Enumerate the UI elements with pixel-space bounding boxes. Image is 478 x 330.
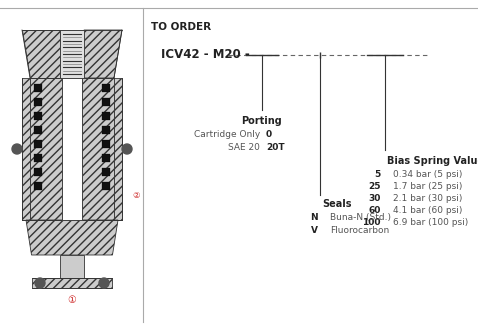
Text: TO ORDER: TO ORDER [152,22,212,32]
Polygon shape [102,98,110,106]
Text: Bias Spring Value*: Bias Spring Value* [387,156,478,166]
Polygon shape [34,154,42,162]
Circle shape [35,278,45,288]
Polygon shape [34,84,42,92]
Polygon shape [30,78,62,220]
Polygon shape [34,168,42,176]
Polygon shape [102,112,110,120]
Text: 2.1 bar (30 psi): 2.1 bar (30 psi) [393,194,462,203]
Polygon shape [60,30,84,78]
Circle shape [99,278,109,288]
Text: 6.9 bar (100 psi): 6.9 bar (100 psi) [393,218,468,227]
Text: 100: 100 [362,218,381,227]
Circle shape [122,144,132,154]
Text: 4.1 bar (60 psi): 4.1 bar (60 psi) [393,206,462,215]
Polygon shape [84,30,122,78]
Text: 1.7 bar (25 psi): 1.7 bar (25 psi) [393,182,462,191]
Polygon shape [62,78,82,220]
Text: Seals: Seals [322,199,351,209]
Text: 0.34 bar (5 psi): 0.34 bar (5 psi) [393,170,462,179]
Polygon shape [102,182,110,190]
Text: ②: ② [132,190,140,200]
Polygon shape [102,126,110,134]
Polygon shape [34,182,42,190]
Circle shape [12,144,22,154]
Text: 0: 0 [266,130,272,139]
Polygon shape [102,154,110,162]
Polygon shape [22,78,30,220]
Text: SAE 20: SAE 20 [228,143,260,152]
Polygon shape [34,140,42,148]
Polygon shape [102,168,110,176]
Text: ①: ① [67,295,76,305]
Text: Fluorocarbon: Fluorocarbon [330,226,389,235]
Polygon shape [32,278,112,288]
Text: Porting: Porting [241,116,282,126]
Polygon shape [60,255,84,278]
Text: N: N [310,213,318,222]
Text: 60: 60 [369,206,381,215]
Polygon shape [34,126,42,134]
Polygon shape [26,220,118,255]
Text: 25: 25 [369,182,381,191]
Polygon shape [34,98,42,106]
Text: Cartridge Only: Cartridge Only [194,130,260,139]
Text: 20T: 20T [266,143,284,152]
Text: V: V [311,226,318,235]
Polygon shape [22,30,60,78]
Polygon shape [102,140,110,148]
Polygon shape [34,112,42,120]
Text: ICV42 - M20 -: ICV42 - M20 - [162,48,250,61]
Polygon shape [102,84,110,92]
Polygon shape [114,78,122,220]
Text: Buna-N (Std.): Buna-N (Std.) [330,213,391,222]
Polygon shape [82,78,114,220]
Text: 5: 5 [375,170,381,179]
Text: 30: 30 [369,194,381,203]
